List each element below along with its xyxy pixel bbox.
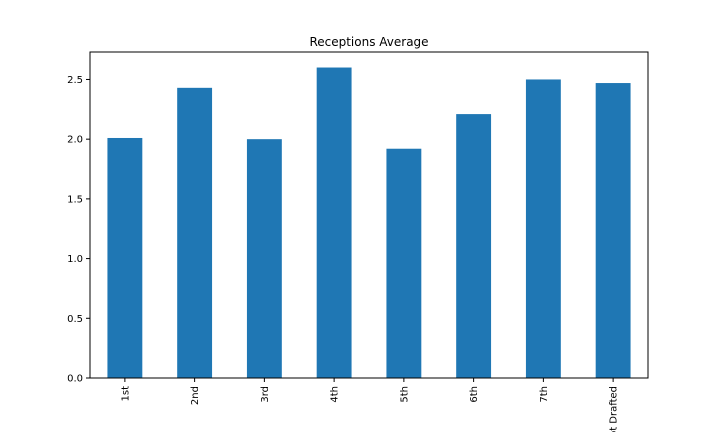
chart-title: Receptions Average (309, 35, 428, 49)
bars (107, 67, 631, 379)
x-tick-label: 7th (539, 386, 550, 403)
bar-5th (386, 148, 422, 378)
bar-7th (525, 79, 561, 378)
x-tick-label: 2nd (190, 386, 201, 405)
bar-2nd (177, 87, 213, 379)
y-tick-label: 0.0 (67, 374, 83, 385)
x-axis-ticks: 1st 2nd 3rd 4th 5th 6th 7th Not Drafted (120, 378, 620, 432)
x-tick-label: 5th (399, 386, 410, 403)
bar-4th (316, 67, 352, 379)
plot-frame (89, 51, 649, 379)
y-axis-ticks: 0.0 0.5 1.0 1.5 2.0 2.5 (67, 75, 90, 385)
x-tick-label: 6th (469, 386, 480, 403)
y-tick-label: 2.0 (67, 135, 83, 146)
x-tick-label: Not Drafted (609, 386, 620, 432)
x-tick-label: 1st (120, 386, 131, 402)
bar-6th (456, 114, 492, 378)
bar-not-drafted (595, 83, 631, 379)
x-tick-label: 3rd (260, 386, 271, 403)
bar-3rd (246, 139, 282, 378)
y-tick-label: 1.0 (67, 254, 83, 265)
y-tick-label: 2.5 (67, 75, 83, 86)
y-tick-label: 1.5 (67, 194, 83, 205)
bar-1st (107, 137, 143, 378)
x-tick-label: 4th (330, 386, 341, 403)
y-tick-label: 0.5 (67, 314, 83, 325)
